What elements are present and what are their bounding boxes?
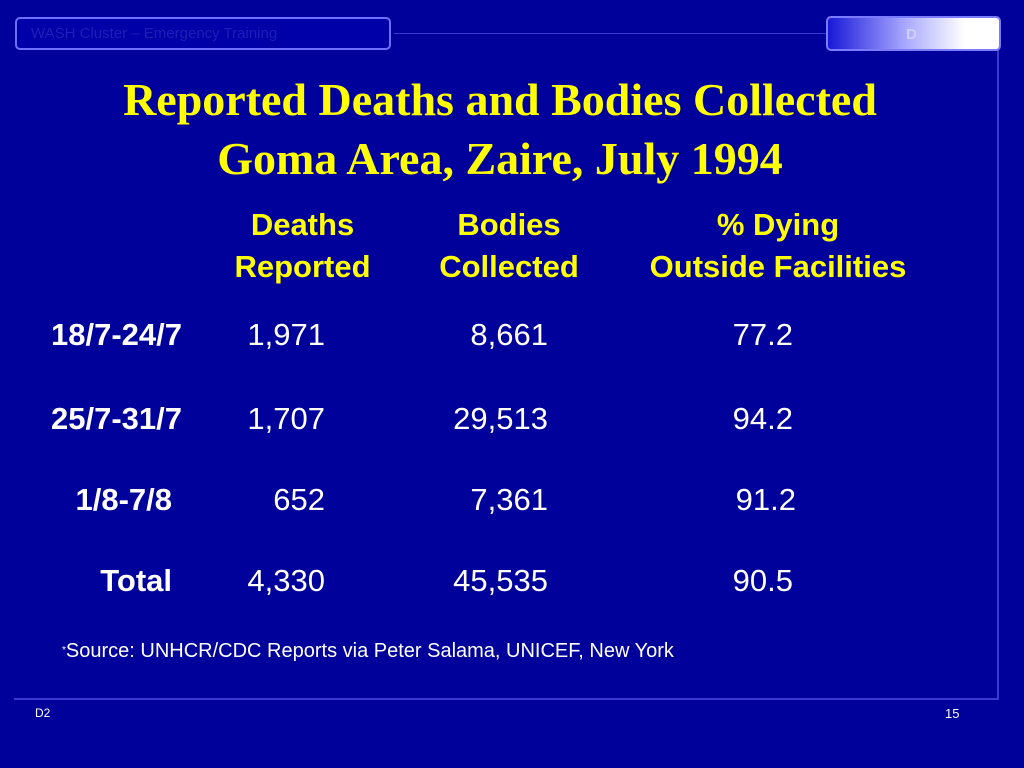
column-header-bodies: Bodies Collected <box>425 204 593 288</box>
cell-pct: 77.2 <box>732 317 793 352</box>
column-header-bodies-line-1: Bodies <box>457 207 561 242</box>
row-label-total: Total <box>100 563 172 598</box>
column-header-deaths: Deaths Reported <box>220 204 385 288</box>
source-text: Source: UNHCR/CDC Reports via Peter Sala… <box>65 640 674 662</box>
row-label: 18/7-24/7 <box>51 317 182 352</box>
source-asterisk: * <box>62 645 66 656</box>
column-header-pct-dying: % Dying Outside Facilities <box>628 204 928 288</box>
column-header-pct-dying-line-1: % Dying <box>716 207 840 242</box>
cell-bodies: 7,361 <box>470 482 548 517</box>
cell-bodies: 29,513 <box>453 401 548 436</box>
cell-pct: 94.2 <box>732 401 793 436</box>
frame-right-line <box>997 40 999 700</box>
cell-deaths: 652 <box>273 482 325 517</box>
cell-pct: 91.2 <box>735 482 796 517</box>
cell-deaths: 1,971 <box>247 317 325 352</box>
footer-slide-code: D2 <box>35 706 51 720</box>
cell-pct: 90.5 <box>732 563 793 598</box>
row-label: 25/7-31/7 <box>51 401 182 436</box>
row-label: 1/8-7/8 <box>75 482 172 517</box>
column-header-pct-dying-line-2: Outside Facilities <box>649 249 907 284</box>
cell-bodies: 8,661 <box>470 317 548 352</box>
column-header-deaths-line-2: Reported <box>234 249 371 284</box>
cell-deaths: 1,707 <box>247 401 325 436</box>
frame-top-line <box>394 33 827 34</box>
section-badge: D <box>826 16 1001 51</box>
frame-bottom-line <box>14 698 999 700</box>
cell-deaths: 4,330 <box>247 563 325 598</box>
slide-title-line-1: Reported Deaths and Bodies Collected <box>123 74 877 125</box>
cell-bodies: 45,535 <box>453 563 548 598</box>
column-header-deaths-line-1: Deaths <box>250 207 355 242</box>
section-badge-text: D <box>906 26 917 43</box>
footer-page-number: 15 <box>945 706 960 721</box>
header-banner: WASH Cluster – Emergency Training <box>15 17 391 50</box>
slide-title-line-2: Goma Area, Zaire, July 1994 <box>217 133 783 184</box>
header-banner-text: WASH Cluster – Emergency Training <box>31 25 278 42</box>
column-header-bodies-line-2: Collected <box>439 249 579 284</box>
source-note: *Source: UNHCR/CDC Reports via Peter Sal… <box>62 640 674 663</box>
